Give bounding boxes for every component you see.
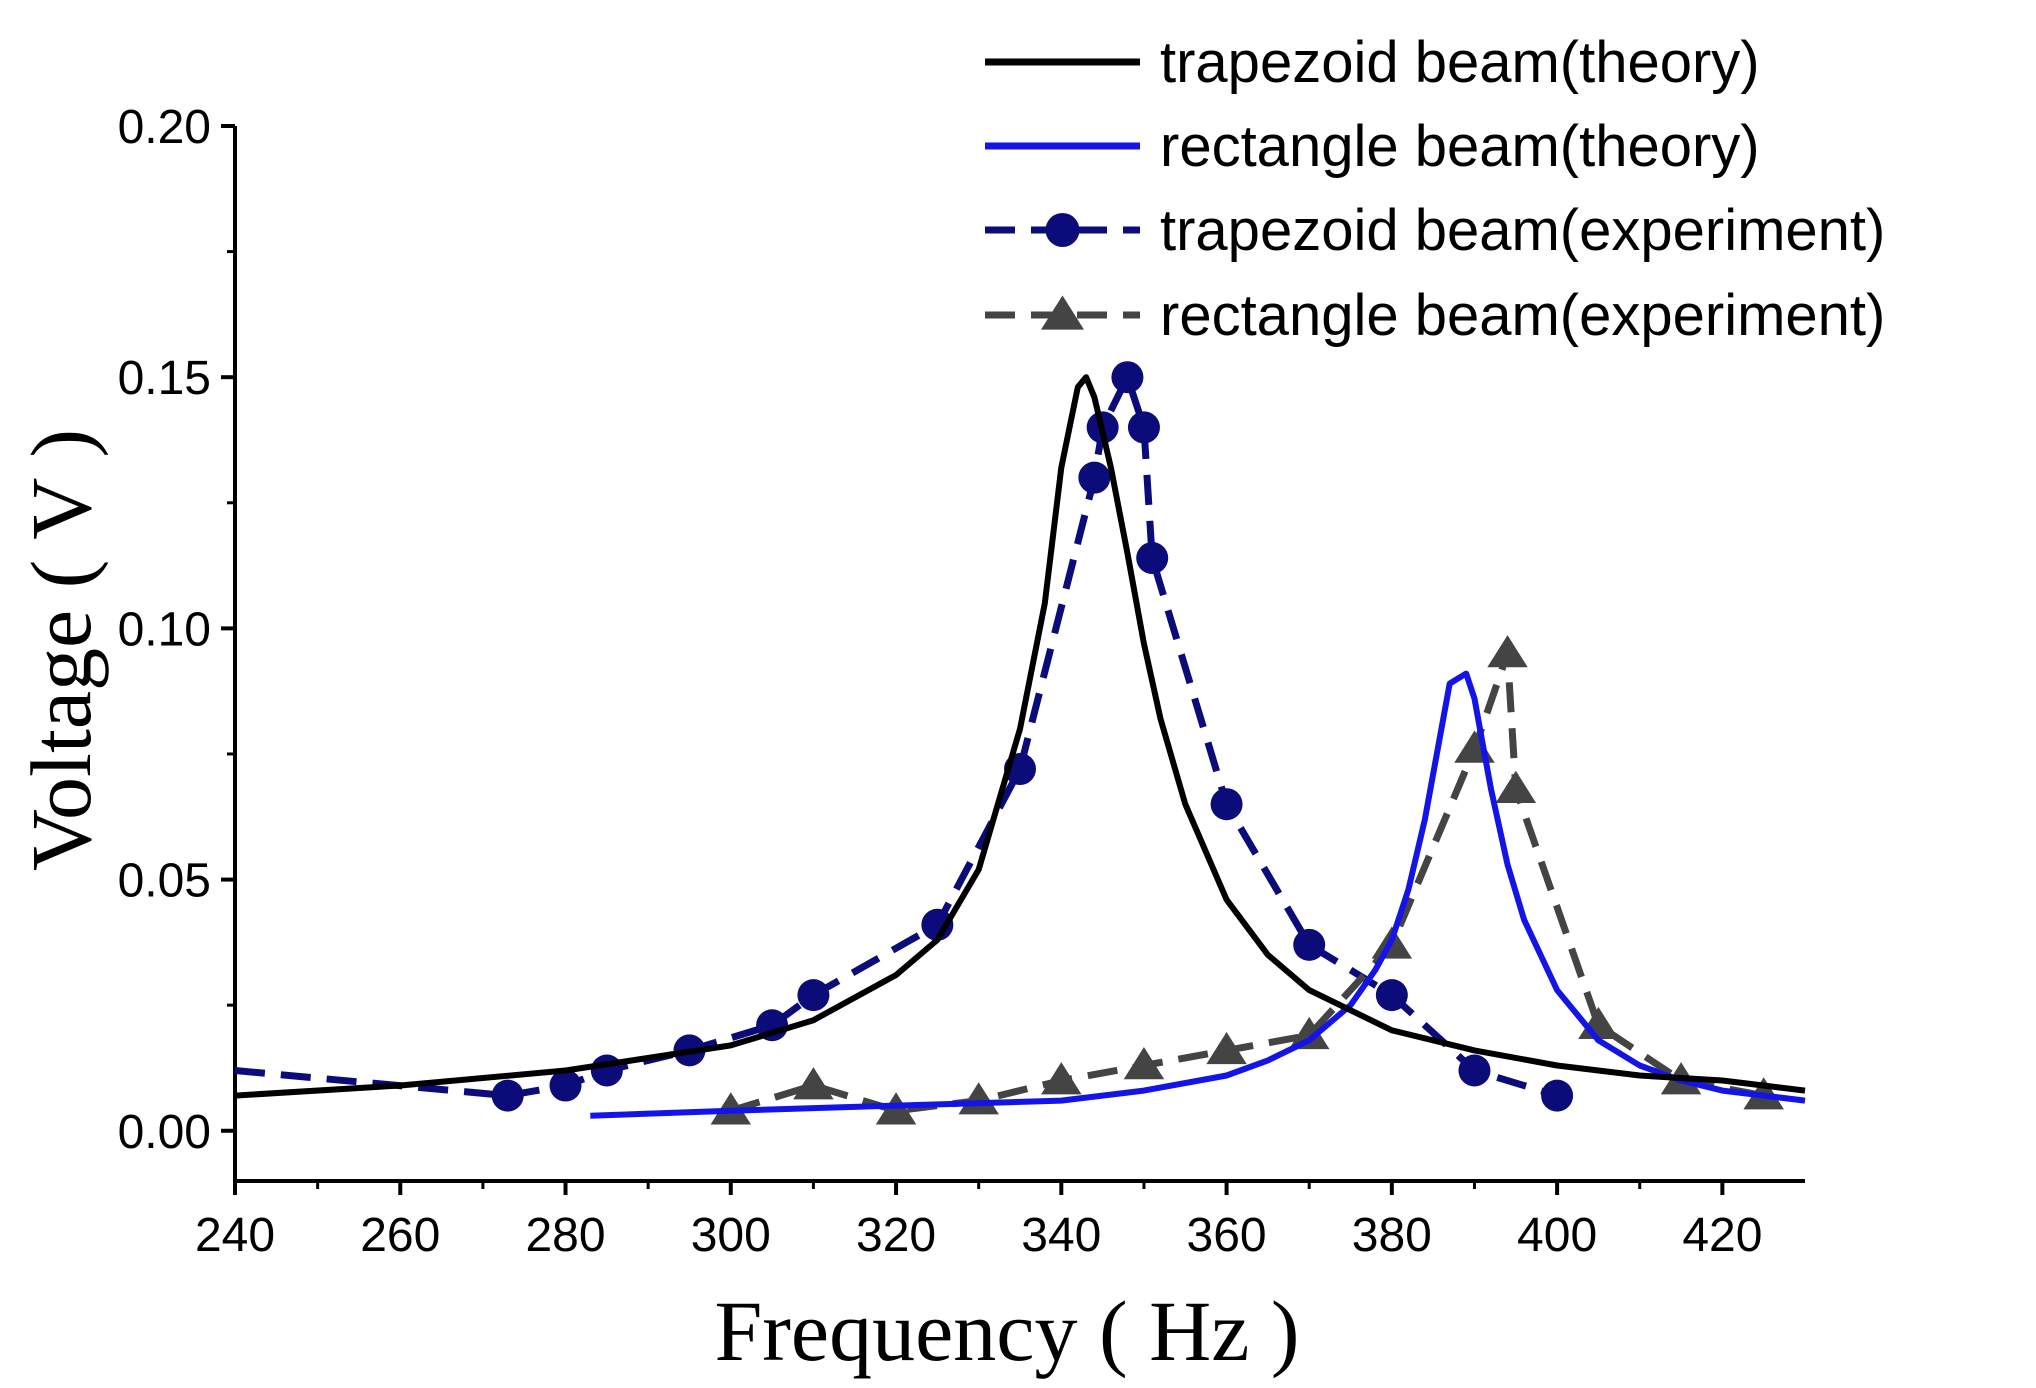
data-point-circle (1078, 461, 1111, 494)
legend: trapezoid beam(theory) rectangle beam(the… (985, 30, 1885, 348)
legend-label: rectangle beam(theory) (1160, 114, 1760, 179)
legend-item: trapezoid beam(experiment) (985, 198, 1885, 263)
x-ticks: 240 260 280 300 320 340 360 380 400 420 (195, 1181, 1762, 1262)
data-point-circle (1045, 213, 1080, 247)
data-point-triangle (1041, 1062, 1082, 1095)
y-tick-label: 0.20 (118, 101, 211, 154)
y-tick-label: 0.05 (118, 855, 211, 908)
legend-item: rectangle beam(experiment) (985, 283, 1885, 348)
data-point-circle (549, 1069, 582, 1102)
x-tick-label: 240 (195, 1209, 275, 1262)
series-trapezoid-beam-experiment- (234, 361, 1574, 1112)
data-point-circle (1127, 411, 1160, 444)
data-point-circle (921, 908, 954, 941)
data-point-circle (1458, 1054, 1491, 1087)
data-point-circle (1111, 361, 1144, 394)
legend-label: trapezoid beam(experiment) (1160, 198, 1885, 263)
x-tick-label: 420 (1682, 1209, 1762, 1262)
series-rectangle-beam-theory- (590, 670, 1806, 1119)
x-tick-label: 280 (525, 1209, 605, 1262)
series-line (234, 373, 1559, 1100)
x-axis-title: Frequency ( Hz ) (714, 1283, 1299, 1379)
data-point-circle (491, 1079, 524, 1112)
x-tick-label: 300 (691, 1209, 771, 1262)
data-point-circle (1541, 1079, 1574, 1112)
x-tick-label: 380 (1352, 1209, 1432, 1262)
x-tick-label: 340 (1021, 1209, 1101, 1262)
series-trapezoid-beam-theory- (234, 374, 1806, 1099)
series (234, 361, 1806, 1125)
data-point-circle (1293, 928, 1326, 961)
data-point-triangle (958, 1082, 999, 1115)
data-point-circle (1136, 542, 1169, 575)
data-point-circle (1210, 788, 1243, 821)
data-point-triangle (1123, 1047, 1165, 1080)
legend-label: rectangle beam(experiment) (1160, 283, 1885, 348)
legend-item: trapezoid beam(theory) (985, 30, 1760, 95)
y-axis-title: Voltage ( V ) (13, 429, 109, 871)
data-point-circle (1375, 979, 1408, 1012)
legend-item: rectangle beam(theory) (985, 114, 1760, 179)
data-point-triangle (1206, 1031, 1247, 1065)
axes: 240 260 280 300 320 340 360 380 400 420 0.000.050… (118, 101, 1805, 1262)
y-tick-label: 0.15 (118, 352, 211, 405)
series-line (590, 670, 1806, 1119)
y-tick-label: 0.10 (118, 603, 211, 656)
data-point-triangle (1495, 770, 1537, 803)
data-point-triangle (1487, 635, 1528, 668)
series-rectangle-beam-experiment- (710, 635, 1784, 1125)
legend-label: trapezoid beam(theory) (1160, 30, 1760, 95)
data-point-circle (590, 1054, 623, 1087)
x-tick-label: 360 (1187, 1209, 1267, 1262)
data-point-triangle (1454, 730, 1495, 763)
data-point-triangle (793, 1067, 834, 1100)
series-line (234, 374, 1806, 1099)
x-tick-label: 400 (1517, 1209, 1597, 1262)
data-point-triangle (1040, 295, 1085, 330)
y-tick-label: 0.00 (118, 1106, 211, 1159)
data-point-circle (797, 979, 830, 1012)
series-line (729, 650, 1765, 1115)
data-point-triangle (1288, 1016, 1330, 1050)
x-tick-label: 260 (360, 1209, 440, 1262)
x-tick-label: 320 (856, 1209, 936, 1262)
y-ticks: 0.00 0.05 0.10 0.15 0.20 (118, 101, 235, 1159)
